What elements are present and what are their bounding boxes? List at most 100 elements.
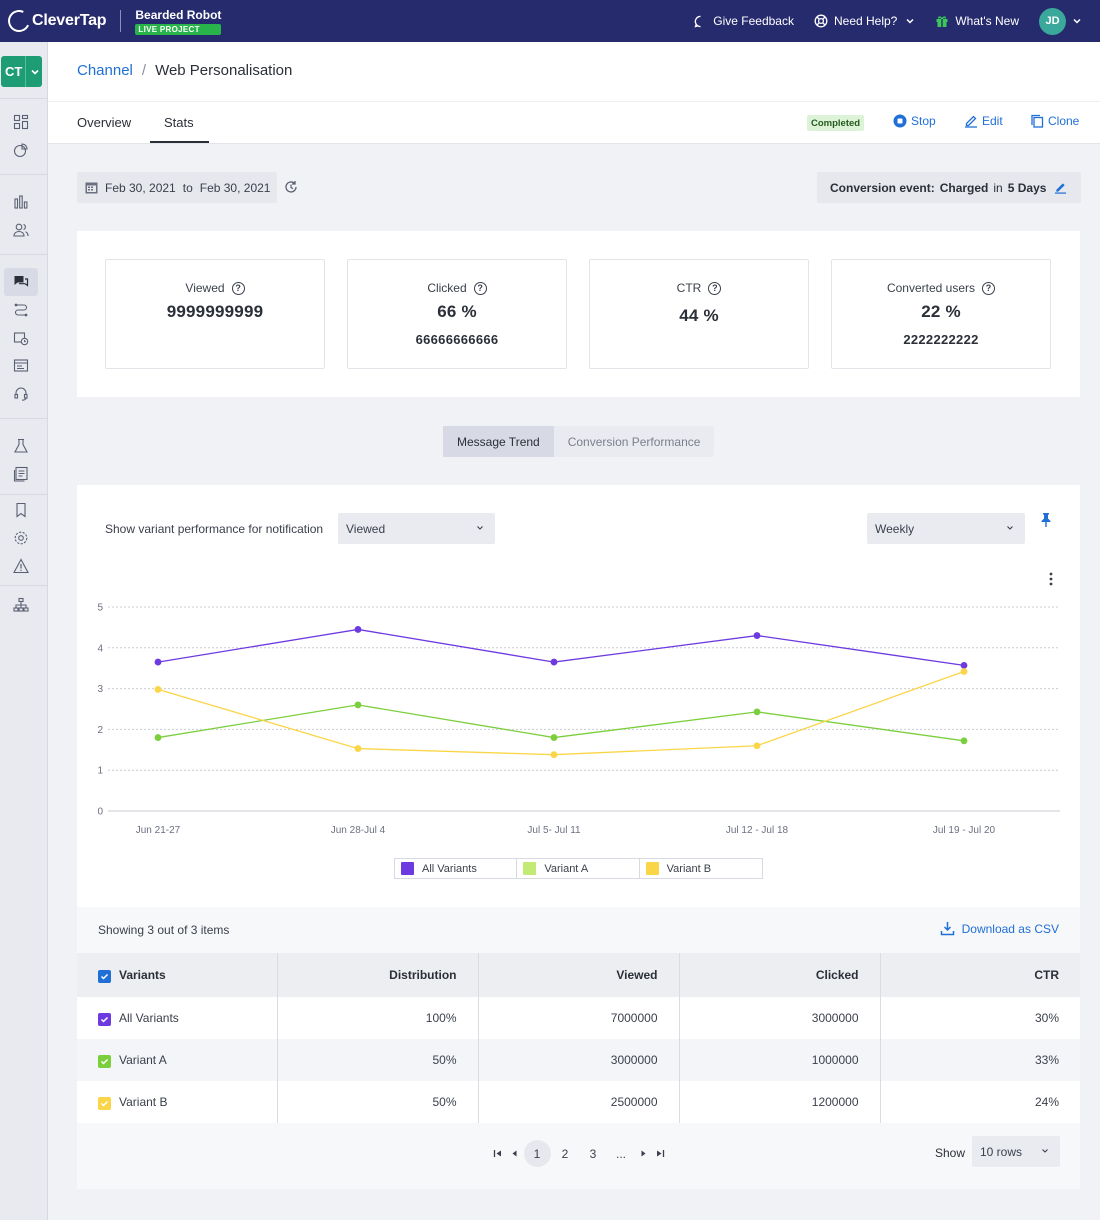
first-page-icon[interactable] bbox=[489, 1149, 506, 1158]
column-header-clicked[interactable]: Clicked bbox=[679, 953, 881, 997]
variant-cell: All Variants bbox=[77, 997, 278, 1039]
column-header-ctr[interactable]: CTR bbox=[880, 953, 1080, 997]
series-line bbox=[157, 704, 965, 742]
messages-icon[interactable] bbox=[13, 274, 29, 290]
lab-flask-icon[interactable] bbox=[13, 438, 29, 454]
top-bar: CleverTap Bearded Robot LIVE PROJECT Giv… bbox=[0, 0, 1100, 42]
clevertap-logo[interactable]: CleverTap bbox=[4, 0, 107, 42]
notification-filter-label: Show variant performance for notificatio… bbox=[105, 522, 324, 536]
last-page-icon[interactable] bbox=[652, 1149, 669, 1158]
clone-label: Clone bbox=[1048, 114, 1080, 128]
sidebar-divider bbox=[0, 494, 48, 495]
edit-label: Edit bbox=[982, 114, 1003, 128]
granularity-dropdown[interactable]: Weekly bbox=[867, 513, 1025, 544]
y-tick-label: 1 bbox=[97, 766, 103, 777]
next-page-icon[interactable] bbox=[635, 1149, 652, 1158]
ctr-cell: 33% bbox=[880, 1039, 1080, 1081]
stat-value: 22 % bbox=[921, 302, 961, 321]
clone-button[interactable]: Clone bbox=[1030, 114, 1079, 128]
stat-label: Converted users bbox=[886, 281, 976, 295]
date-range-picker[interactable]: Feb 30, 2021 to Feb 30, 2021 bbox=[77, 172, 277, 203]
notification-dropdown[interactable]: Viewed bbox=[338, 513, 495, 544]
refresh-icon[interactable] bbox=[284, 180, 298, 194]
stat-card-viewed: Viewed? 9999999999 bbox=[105, 259, 325, 369]
previous-page-icon[interactable] bbox=[506, 1149, 523, 1158]
download-csv-button[interactable]: Download as CSV bbox=[940, 921, 1059, 936]
viewed-cell: 3000000 bbox=[478, 1039, 680, 1081]
page-header: Channel / Web Personalisation Overview S… bbox=[48, 42, 1100, 144]
help-icon[interactable]: ? bbox=[982, 281, 996, 295]
rows-per-page-dropdown[interactable]: 10 rows bbox=[972, 1136, 1060, 1167]
help-icon[interactable]: ? bbox=[708, 281, 722, 295]
sidebar: CT bbox=[0, 42, 48, 1220]
stat-card-ctr: CTR? 44 % bbox=[589, 259, 809, 369]
legend-item-all-variants[interactable]: All Variants bbox=[395, 859, 518, 878]
whats-new-link[interactable]: What's New bbox=[935, 14, 1019, 28]
ctr-cell: 24% bbox=[880, 1081, 1080, 1123]
column-header-distribution[interactable]: Distribution bbox=[277, 953, 479, 997]
dashboard-icon[interactable] bbox=[13, 114, 29, 130]
breadcrumb-channel-link[interactable]: Channel bbox=[77, 62, 133, 79]
help-icon[interactable]: ? bbox=[473, 281, 487, 295]
support-icon[interactable] bbox=[13, 386, 29, 402]
row-checkbox[interactable] bbox=[98, 1012, 111, 1026]
page-2-button[interactable]: 2 bbox=[561, 1146, 569, 1161]
more-options-icon[interactable] bbox=[1048, 571, 1054, 587]
account-switcher-label: CT bbox=[5, 64, 23, 79]
rows-per-page-label: Show bbox=[935, 1146, 966, 1160]
help-icon[interactable]: ? bbox=[231, 281, 245, 295]
variants-table: Variants Distribution Viewed Clicked CTR… bbox=[77, 953, 1080, 1123]
journeys-icon[interactable] bbox=[13, 302, 29, 318]
bookmark-icon[interactable] bbox=[13, 502, 29, 518]
project-selector[interactable]: Bearded Robot LIVE PROJECT bbox=[135, 7, 222, 35]
stat-label: Clicked bbox=[427, 281, 467, 295]
reports-icon[interactable] bbox=[13, 466, 29, 482]
variant-name: Variant A bbox=[119, 1052, 167, 1067]
legend-label: Variant A bbox=[544, 862, 589, 875]
row-checkbox[interactable] bbox=[98, 1096, 111, 1110]
pin-icon[interactable] bbox=[1039, 512, 1053, 528]
users-icon[interactable] bbox=[13, 222, 29, 238]
data-point bbox=[960, 737, 968, 745]
page-1-button[interactable]: 1 bbox=[523, 1140, 551, 1167]
user-menu[interactable]: JD bbox=[1039, 7, 1082, 35]
stop-button[interactable]: Stop bbox=[893, 114, 936, 128]
stat-card-clicked: Clicked? 66 % 66666666666 bbox=[347, 259, 567, 369]
edit-conversion-icon[interactable] bbox=[1054, 181, 1067, 194]
items-count: Showing 3 out of 3 items bbox=[98, 923, 230, 937]
legend-label: All Variants bbox=[422, 862, 477, 875]
legend-swatch bbox=[645, 862, 659, 875]
give-feedback-link[interactable]: Give Feedback bbox=[694, 14, 794, 28]
chevron-down-icon bbox=[1007, 526, 1013, 530]
toggle-conversion-performance[interactable]: Conversion Performance bbox=[567, 434, 701, 449]
tab-overview[interactable]: Overview bbox=[77, 115, 132, 130]
project-name: Bearded Robot bbox=[135, 7, 222, 22]
page-3-button[interactable]: 3 bbox=[589, 1146, 597, 1161]
need-help-menu[interactable]: Need Help? bbox=[814, 14, 915, 28]
settings-icon[interactable] bbox=[13, 530, 29, 546]
stat-value: 9999999999 bbox=[166, 302, 264, 321]
legend-swatch bbox=[523, 862, 537, 875]
row-checkbox[interactable] bbox=[98, 1054, 111, 1068]
toggle-message-trend[interactable]: Message Trend bbox=[443, 426, 554, 457]
hierarchy-icon[interactable] bbox=[13, 597, 29, 613]
campaign-schedule-icon[interactable] bbox=[13, 330, 29, 346]
warning-icon[interactable] bbox=[13, 558, 29, 574]
segments-icon[interactable] bbox=[13, 142, 29, 158]
distribution-cell: 50% bbox=[277, 1039, 479, 1081]
analytics-bar-icon[interactable] bbox=[13, 194, 29, 210]
variant-name: All Variants bbox=[119, 1010, 179, 1025]
clicked-cell: 3000000 bbox=[679, 997, 881, 1039]
legend-item-variant-b[interactable]: Variant B bbox=[640, 859, 762, 878]
conversion-event-box: Conversion event: Charged in 5 Days bbox=[817, 172, 1081, 203]
column-header-variants[interactable]: Variants bbox=[77, 953, 278, 997]
web-content-icon[interactable] bbox=[13, 358, 29, 374]
lifebuoy-icon bbox=[814, 14, 828, 28]
edit-button[interactable]: Edit bbox=[964, 114, 1003, 128]
notification-dropdown-value: Viewed bbox=[346, 521, 386, 536]
legend-item-variant-a[interactable]: Variant A bbox=[517, 859, 640, 878]
account-switcher[interactable]: CT bbox=[1, 56, 42, 87]
tab-stats[interactable]: Stats bbox=[164, 115, 194, 130]
select-all-checkbox[interactable] bbox=[98, 969, 111, 983]
column-header-viewed[interactable]: Viewed bbox=[478, 953, 680, 997]
